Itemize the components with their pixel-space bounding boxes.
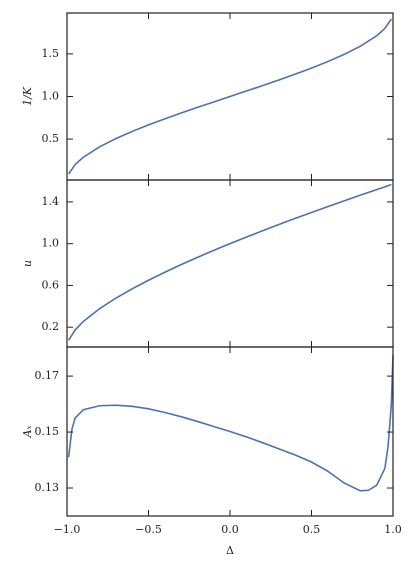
y-tick-label: 0.17	[35, 369, 60, 382]
y-tick-label: 1.5	[42, 47, 60, 60]
y-axis-label: Aₓ	[21, 425, 34, 438]
x-tick-label: 0.5	[303, 523, 321, 536]
y-tick-label: 0.2	[42, 320, 60, 333]
x-tick-label: −1.0	[54, 523, 81, 536]
y-tick-label: 0.6	[42, 278, 60, 291]
y-tick-label: 1.4	[42, 195, 60, 208]
plot-frame	[66, 179, 394, 348]
x-tick-label: 1.0	[384, 523, 402, 536]
x-tick-label: 0.0	[221, 523, 239, 536]
y-tick-label: 0.15	[35, 425, 60, 438]
y-axis-label: u	[21, 260, 34, 267]
data-line	[67, 18, 393, 175]
data-line	[67, 355, 394, 492]
x-tick-label: −0.5	[135, 523, 162, 536]
y-tick-label: 1.0	[42, 237, 60, 250]
y-tick-label: 0.13	[35, 481, 60, 494]
y-tick-label: 1.0	[42, 90, 60, 103]
x-axis-label: Δ	[226, 544, 234, 557]
y-tick-label: 0.5	[42, 132, 60, 145]
y-axis-label: 1/K	[21, 86, 34, 106]
data-line	[67, 183, 392, 341]
